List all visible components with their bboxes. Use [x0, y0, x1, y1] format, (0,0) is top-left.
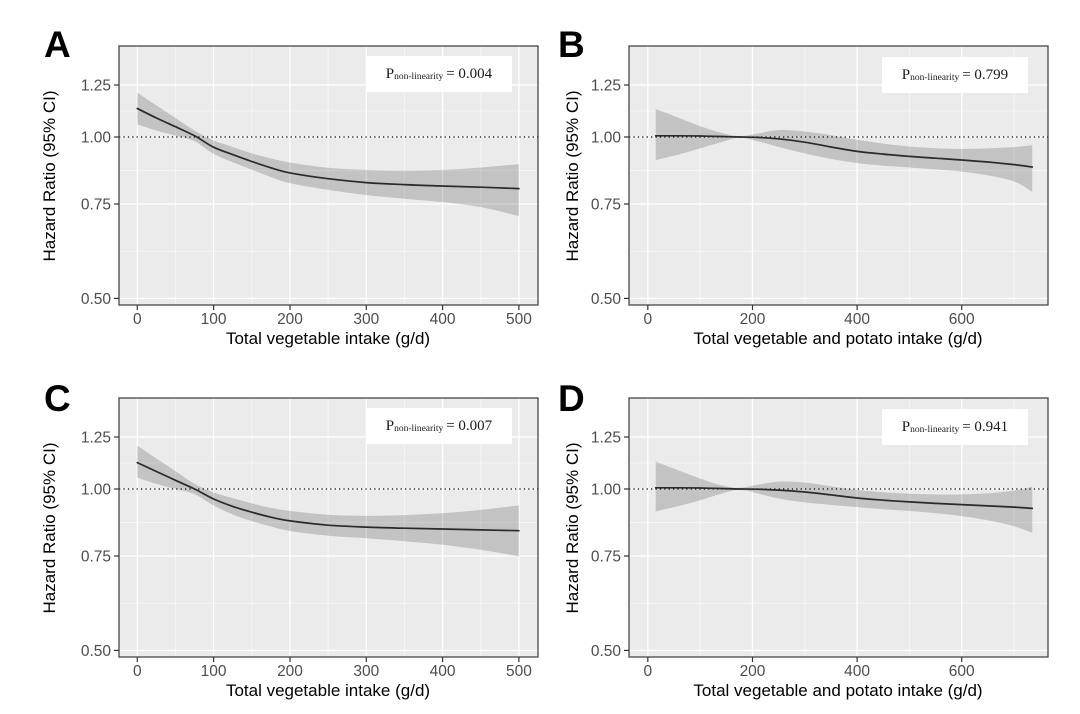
hazard-curve — [136, 107, 520, 190]
y-tick-label: 0.50 — [591, 291, 622, 308]
y-tick-label: 1.25 — [591, 430, 621, 447]
y-tick-label: 1.00 — [81, 482, 112, 499]
x-tick-label: 100 — [201, 311, 227, 328]
hazard-curve — [654, 486, 1034, 510]
panel-letter-c: C — [44, 378, 71, 419]
x-axis-title-c: Total vegetable intake (g/d) — [225, 681, 431, 700]
hazard-curve — [654, 134, 1034, 168]
x-tick-label: 400 — [844, 663, 870, 680]
y-tick-label: 0.75 — [81, 197, 111, 214]
y-tick-label: 1.25 — [81, 78, 111, 95]
x-tick-label: 200 — [740, 311, 766, 328]
x-axis-title-a: Total vegetable intake (g/d) — [225, 329, 431, 348]
x-tick-label: 0 — [133, 663, 142, 680]
panel-a-chart: 0 100 200 300 400 500 0.50 0.75 1.00 1.25 — [81, 45, 539, 328]
p-label-subscript: non-linearity — [910, 73, 960, 83]
plot-border — [118, 397, 539, 658]
panel-c-chart: 0 100 200 300 400 500 0.50 0.75 1.00 1.25 — [81, 397, 539, 680]
y-tick-label: 1.25 — [591, 78, 621, 95]
y-tick-label: 0.75 — [591, 197, 621, 214]
y-axis-title-c: Hazard Ratio (95% CI) — [40, 442, 59, 614]
x-axis-title-b: Total vegetable and potato intake (g/d) — [693, 329, 983, 348]
p-value: = 0.941 — [962, 418, 1009, 435]
x-axis-title-d: Total vegetable and potato intake (g/d) — [693, 681, 983, 700]
x-tick-label: 400 — [430, 663, 456, 680]
x-tick-label: 0 — [133, 311, 142, 328]
p-label-subscript: non-linearity — [394, 72, 444, 82]
y-tick-label: 1.00 — [591, 130, 622, 147]
y-tick-label: 0.50 — [81, 291, 112, 308]
x-tick-label: 600 — [949, 663, 975, 680]
p-label-subscript: non-linearity — [394, 424, 444, 434]
confidence-band — [655, 108, 1033, 192]
x-tick-label: 0 — [643, 311, 652, 328]
x-tick-label: 500 — [506, 663, 532, 680]
plot-border — [628, 397, 1049, 658]
plot-border — [628, 45, 1049, 306]
x-tick-label: 300 — [353, 663, 379, 680]
x-tick-label: 200 — [277, 663, 303, 680]
y-tick-label: 1.00 — [591, 482, 622, 499]
y-tick-label: 0.75 — [591, 549, 621, 566]
y-axis-title-d: Hazard Ratio (95% CI) — [563, 442, 582, 614]
y-tick-label: 0.50 — [81, 643, 112, 660]
p-label-subscript: non-linearity — [910, 425, 960, 435]
panel-letter-d: D — [558, 378, 585, 419]
p-value: = 0.004 — [446, 65, 493, 82]
hazard-curve — [136, 461, 520, 532]
p-value: = 0.007 — [446, 417, 493, 434]
x-tick-label: 400 — [844, 311, 870, 328]
y-tick-label: 0.50 — [591, 643, 622, 660]
panel-letter-a: A — [44, 24, 71, 65]
plot-border — [118, 45, 539, 306]
p-value: = 0.799 — [962, 66, 1009, 83]
y-axis-title-a: Hazard Ratio (95% CI) — [40, 90, 59, 262]
p-label-main: P — [385, 65, 395, 82]
x-tick-label: 300 — [353, 311, 379, 328]
p-label-main: P — [385, 417, 395, 434]
y-tick-label: 1.00 — [81, 130, 112, 147]
x-tick-label: 400 — [430, 311, 456, 328]
panel-letter-b: B — [558, 24, 585, 65]
panel-d-chart: 0 200 400 600 0.50 0.75 1.00 1.25 — [591, 397, 1049, 680]
x-tick-label: 200 — [277, 311, 303, 328]
y-axis-title-b: Hazard Ratio (95% CI) — [563, 90, 582, 262]
p-label-main: P — [901, 66, 911, 83]
p-label-main: P — [901, 418, 911, 435]
y-tick-label: 1.25 — [81, 430, 111, 447]
x-tick-label: 0 — [643, 663, 652, 680]
y-tick-label: 0.75 — [81, 549, 111, 566]
x-tick-label: 100 — [201, 663, 227, 680]
panel-b-chart: 0 200 400 600 0.50 0.75 1.00 1.25 — [591, 45, 1049, 328]
x-tick-label: 500 — [506, 311, 532, 328]
x-tick-label: 200 — [740, 663, 766, 680]
x-tick-label: 600 — [949, 311, 975, 328]
